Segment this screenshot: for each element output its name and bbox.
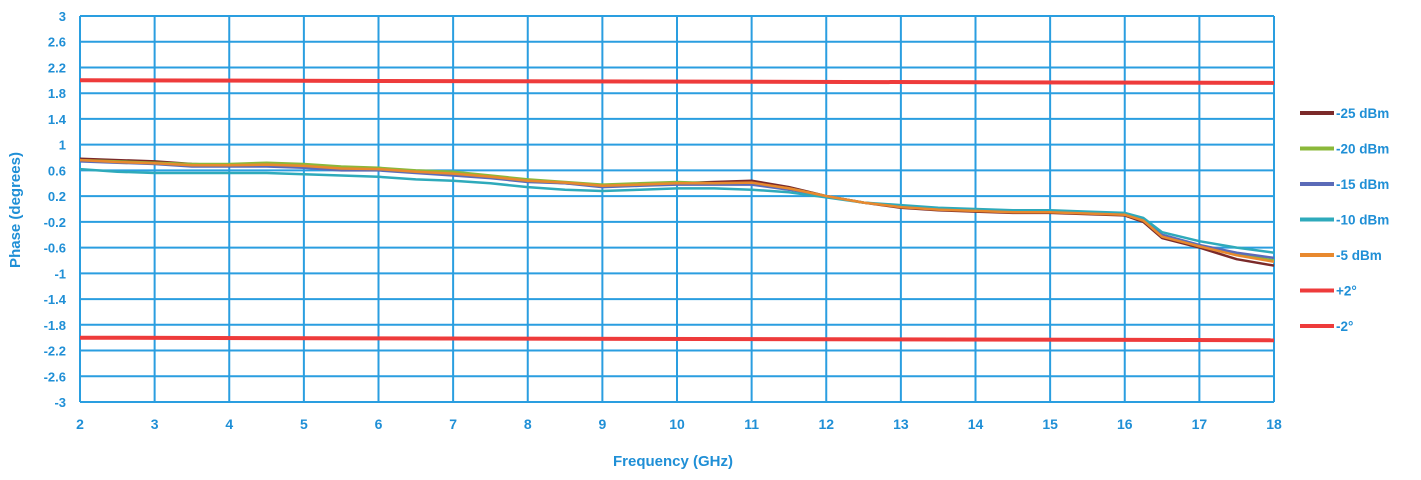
y-tick-label: -2.6 bbox=[44, 369, 66, 384]
x-tick-label: 15 bbox=[1042, 416, 1058, 432]
x-tick-label: 6 bbox=[375, 416, 383, 432]
x-tick-label: 8 bbox=[524, 416, 532, 432]
y-tick-label: -0.2 bbox=[44, 215, 66, 230]
x-tick-label: 5 bbox=[300, 416, 308, 432]
legend-label-6: -2° bbox=[1336, 319, 1353, 334]
series-line-3 bbox=[79, 167, 1275, 254]
x-tick-label: 16 bbox=[1117, 416, 1133, 432]
x-axis-title: Frequency (GHz) bbox=[613, 453, 733, 470]
legend-label-5: +2° bbox=[1336, 284, 1357, 299]
x-tick-label: 13 bbox=[893, 416, 909, 432]
y-tick-label: -1.8 bbox=[44, 318, 66, 333]
x-tick-labels: 2 3 4 5 6 7 8 9 10 11 12 13 14 15 16 17 18 bbox=[76, 416, 1282, 432]
series-line-4 bbox=[79, 158, 1275, 264]
legend-label-1: -20 dBm bbox=[1336, 142, 1389, 157]
x-tick-label: 17 bbox=[1192, 416, 1208, 432]
y-tick-label: 0.6 bbox=[48, 163, 66, 178]
y-tick-label: -1.4 bbox=[44, 292, 67, 307]
y-tick-labels: 3 2.6 2.2 1.8 1.4 1 0.6 0.2 -0.2 -0.6 -1 -1.4 -1.8 -2… bbox=[44, 9, 67, 410]
y-tick-label: -0.6 bbox=[44, 241, 66, 256]
legend-label-4: -5 dBm bbox=[1336, 248, 1382, 263]
series-lines bbox=[79, 78, 1275, 343]
legend: -25 dBm -20 dBm -15 dBm -10 dBm -5 dBm +2° -2° bbox=[1300, 106, 1389, 334]
legend-label-3: -10 dBm bbox=[1336, 213, 1389, 228]
x-tick-label: 3 bbox=[151, 416, 159, 432]
series-line-5 bbox=[79, 78, 1275, 85]
x-tick-label: 18 bbox=[1266, 416, 1282, 432]
x-tick-label: 12 bbox=[818, 416, 834, 432]
x-tick-label: 11 bbox=[744, 416, 759, 432]
y-tick-label: -3 bbox=[54, 395, 66, 410]
y-tick-label: 2.6 bbox=[48, 35, 66, 50]
series-line-6 bbox=[79, 335, 1275, 343]
y-tick-label: 1.8 bbox=[48, 86, 66, 101]
y-axis-title: Phase (degrees) bbox=[7, 152, 24, 268]
y-tick-label: 1.4 bbox=[48, 112, 67, 127]
legend-label-2: -15 dBm bbox=[1336, 177, 1389, 192]
y-tick-label: 2.2 bbox=[48, 60, 66, 75]
x-tick-label: 2 bbox=[76, 416, 84, 432]
x-tick-label: 10 bbox=[669, 416, 685, 432]
x-tick-label: 4 bbox=[225, 416, 233, 432]
x-tick-label: 9 bbox=[598, 416, 606, 432]
legend-label-0: -25 dBm bbox=[1336, 106, 1389, 121]
y-tick-label: 1 bbox=[59, 138, 66, 153]
y-tick-label: -1 bbox=[54, 266, 66, 281]
y-tick-label: -2.2 bbox=[44, 344, 66, 359]
grid bbox=[79, 15, 1275, 403]
y-tick-label: 0.2 bbox=[48, 189, 66, 204]
x-tick-label: 7 bbox=[449, 416, 457, 432]
x-tick-label: 14 bbox=[968, 416, 984, 432]
y-tick-label: 3 bbox=[59, 9, 66, 24]
